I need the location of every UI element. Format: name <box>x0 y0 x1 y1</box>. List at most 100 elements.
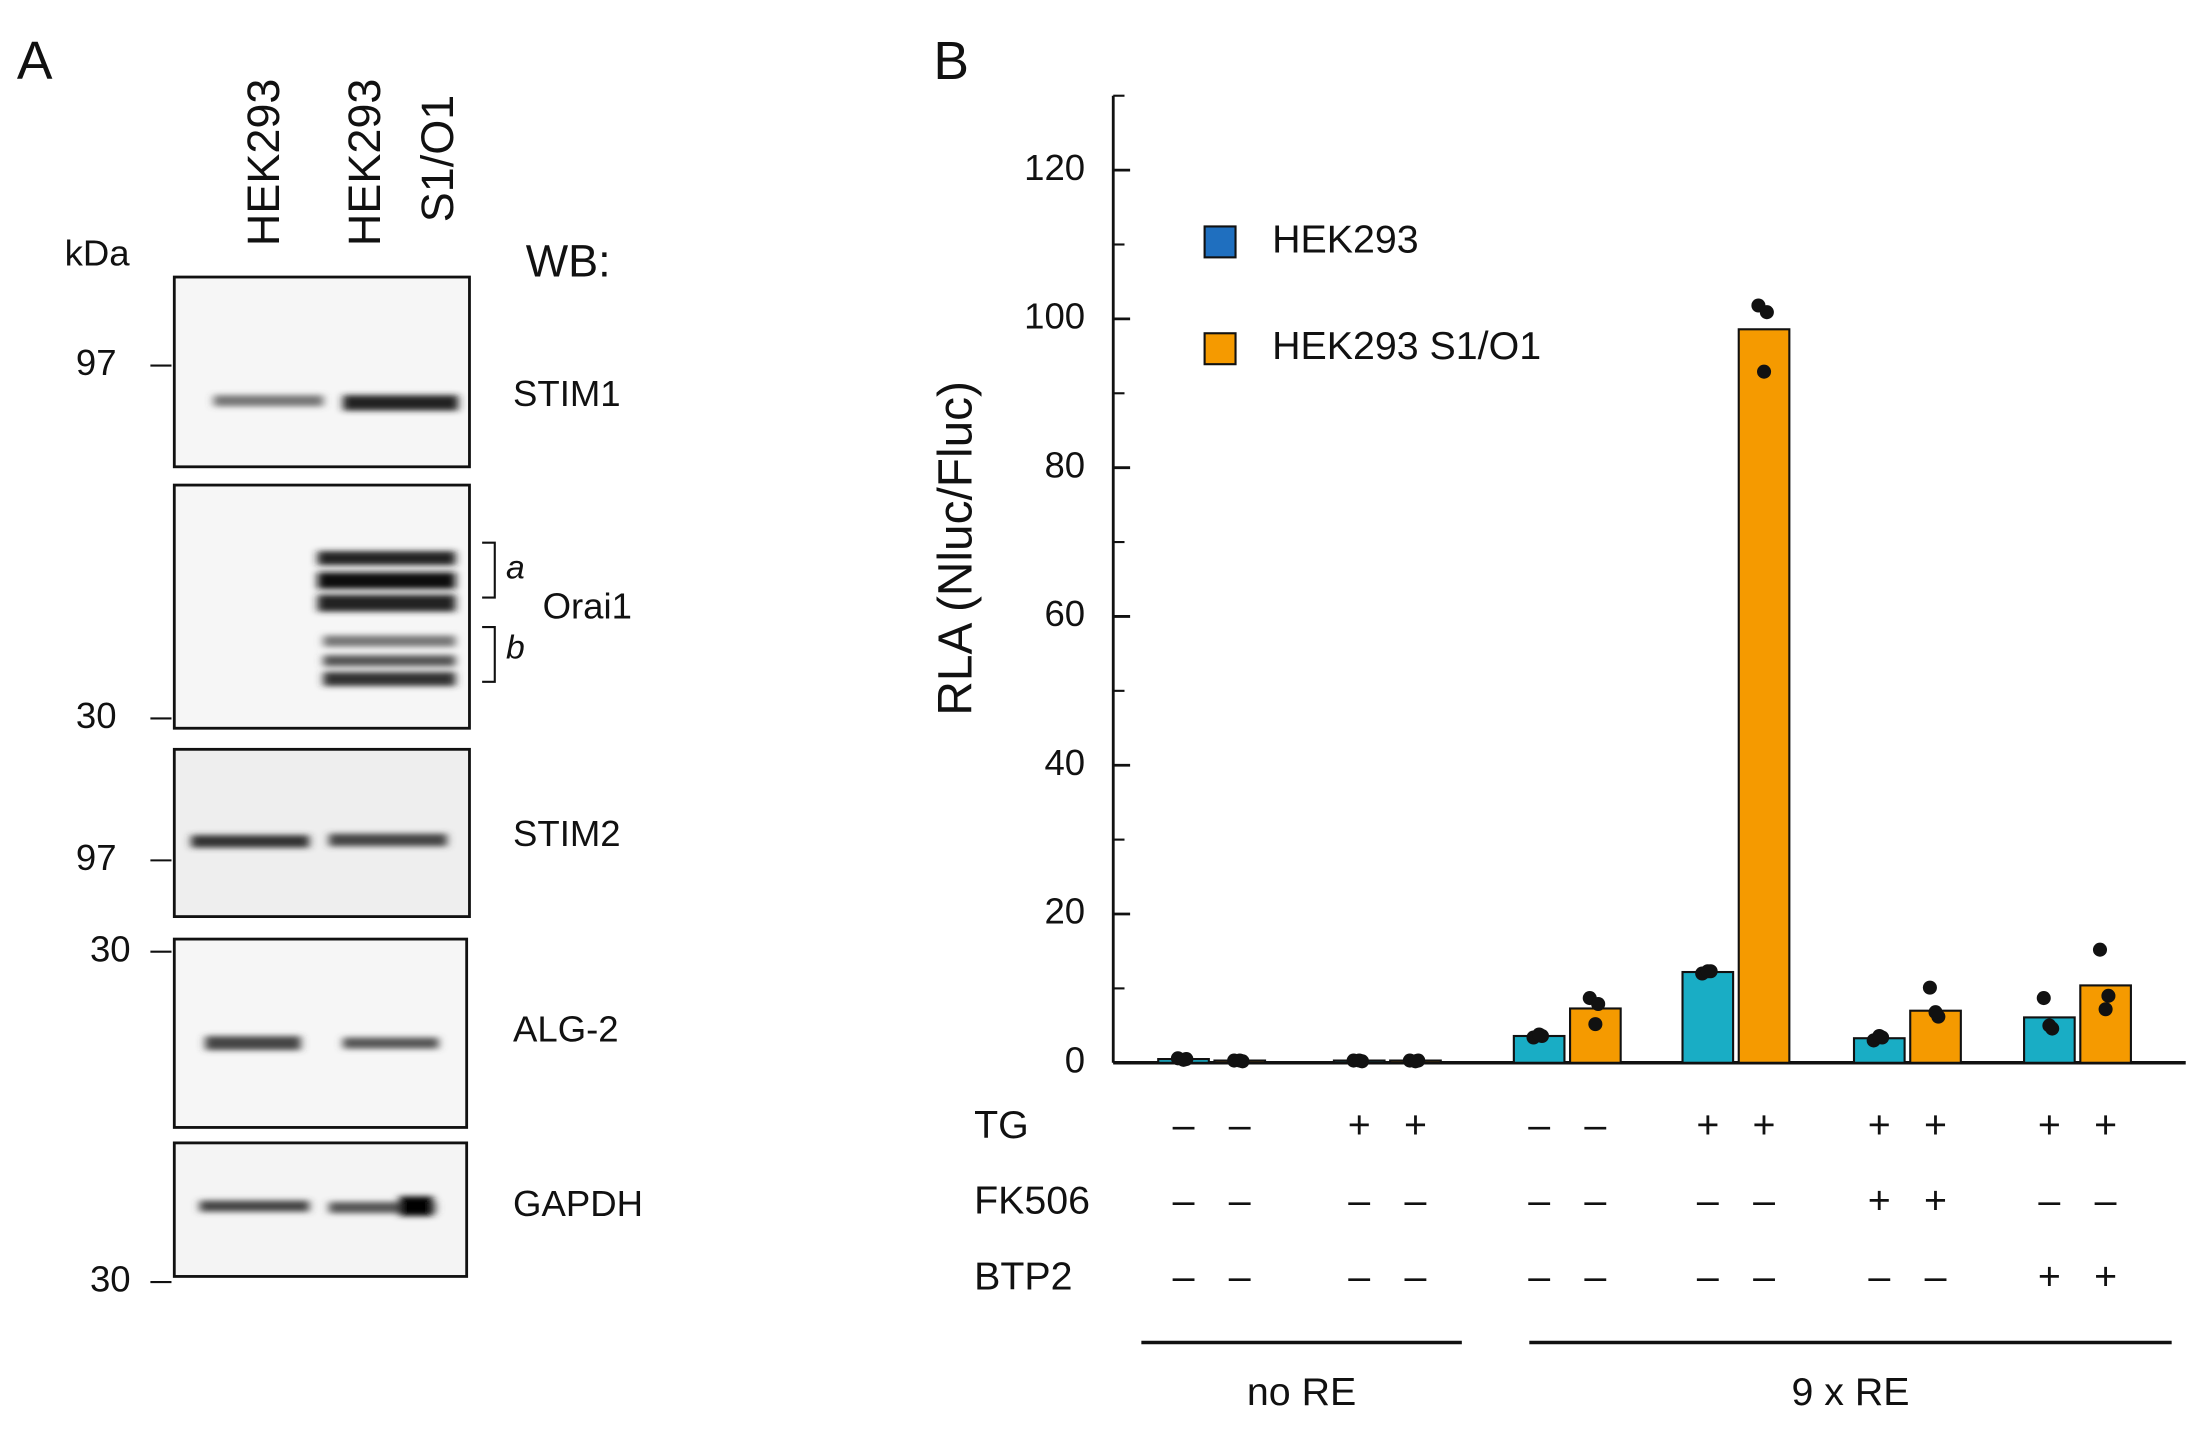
condition-mark: + <box>1868 1179 1891 1223</box>
blot: 30 GAPDH <box>90 1141 643 1300</box>
replicate-dot <box>2042 1018 2057 1033</box>
y-tick-label: 120 <box>1024 147 1085 188</box>
condition-mark: – <box>1173 1255 1195 1299</box>
y-tick-label: 60 <box>1044 593 1085 634</box>
y-tick-label: 20 <box>1044 891 1085 932</box>
kda-label: kDa <box>65 233 131 274</box>
blot-label: ALG-2 <box>513 1009 619 1050</box>
y-tick-label: 40 <box>1044 742 1085 783</box>
condition-mark: + <box>2094 1103 2117 1147</box>
blot: 30 ALG-2 <box>90 928 619 1129</box>
condition-mark: – <box>1753 1179 1775 1223</box>
legend-swatch <box>1203 332 1237 366</box>
blot-label: STIM1 <box>513 373 621 414</box>
condition-mark: – <box>1348 1179 1370 1223</box>
replicate-dot <box>1352 1053 1367 1068</box>
replicate-dot <box>1588 1017 1603 1032</box>
wb-label: WB: <box>526 235 611 286</box>
condition-mark: – <box>1528 1179 1550 1223</box>
replicate-dot <box>1232 1053 1247 1068</box>
bar <box>1569 1007 1622 1064</box>
replicate-dot <box>1591 996 1606 1012</box>
condition-mark: + <box>2038 1103 2061 1147</box>
blot: a b 30 Orai1 <box>76 483 632 736</box>
condition-mark: – <box>1229 1255 1251 1299</box>
blot-label: Orai1 <box>543 585 632 626</box>
marker-label: 30 <box>76 695 117 736</box>
band-label: a <box>506 548 525 586</box>
lane-label: S1/O1 <box>412 95 463 222</box>
condition-mark: + <box>1868 1103 1891 1147</box>
marker-label: 30 <box>90 928 131 969</box>
blot: 97 STIM1 <box>76 275 621 469</box>
condition-mark: + <box>2094 1255 2117 1299</box>
replicate-dot <box>1928 1005 1943 1020</box>
condition-mark: – <box>1229 1103 1251 1147</box>
condition-mark: + <box>1924 1103 1947 1147</box>
condition-label: TG <box>974 1103 1029 1147</box>
condition-mark: – <box>1753 1255 1775 1299</box>
replicate-dot <box>1922 980 1937 995</box>
legend-swatch <box>1203 225 1237 259</box>
condition-mark: – <box>1173 1103 1195 1147</box>
blot-label: GAPDH <box>513 1183 643 1224</box>
marker-label: 97 <box>76 342 117 383</box>
condition-mark: – <box>1528 1255 1550 1299</box>
marker-label: 30 <box>90 1259 131 1300</box>
condition-mark: – <box>1584 1179 1606 1223</box>
legend-label: HEK293 <box>1272 217 1419 261</box>
panel-label: B <box>933 32 969 91</box>
condition-mark: + <box>1348 1103 1371 1147</box>
condition-mark: – <box>1405 1179 1427 1223</box>
replicate-dot <box>1532 1027 1547 1042</box>
group-label: 9 x RE <box>1791 1370 1909 1414</box>
condition-mark: – <box>1697 1179 1719 1223</box>
marker-label: 97 <box>76 837 117 878</box>
condition-mark: – <box>2095 1179 2117 1223</box>
y-axis-label: RLA (Nluc/Fluc) <box>929 381 982 716</box>
group-label: no RE <box>1247 1370 1356 1414</box>
condition-mark: + <box>1924 1179 1947 1223</box>
replicate-dot <box>1700 964 1715 979</box>
replicate-dot <box>1408 1054 1423 1069</box>
condition-mark: – <box>1584 1103 1606 1147</box>
condition-label: FK506 <box>974 1179 1090 1223</box>
condition-label: BTP2 <box>974 1255 1072 1299</box>
lane-label: HEK293 <box>238 79 289 247</box>
y-tick-label: 100 <box>1024 296 1085 337</box>
condition-mark: – <box>1868 1255 1890 1299</box>
condition-mark: – <box>1697 1255 1719 1299</box>
replicate-dot <box>1759 305 1774 320</box>
condition-mark: + <box>2038 1255 2061 1299</box>
bar <box>1737 328 1791 1064</box>
condition-mark: – <box>1584 1255 1606 1299</box>
condition-mark: – <box>1405 1255 1427 1299</box>
legend-label: HEK293 S1/O1 <box>1272 324 1541 368</box>
condition-mark: – <box>1528 1103 1550 1147</box>
condition-mark: – <box>1173 1179 1195 1223</box>
y-tick-label: 80 <box>1044 444 1085 485</box>
blot-label: STIM2 <box>513 813 621 854</box>
replicate-dot <box>2101 988 2116 1003</box>
bar <box>1681 970 1735 1064</box>
replicate-dot <box>1872 1028 1887 1044</box>
blot: 97 STIM2 <box>76 747 621 919</box>
condition-mark: – <box>1348 1255 1370 1299</box>
condition-mark: + <box>1696 1103 1719 1147</box>
condition-mark: – <box>1229 1179 1251 1223</box>
replicate-dot <box>1176 1052 1191 1067</box>
lane-label: HEK293 <box>339 79 390 247</box>
panel-label: A <box>17 32 53 91</box>
y-tick-label: 0 <box>1065 1039 1085 1080</box>
replicate-dot <box>2098 1002 2113 1017</box>
condition-mark: – <box>1925 1255 1947 1299</box>
condition-mark: – <box>2038 1179 2060 1223</box>
replicate-dot <box>2092 942 2108 957</box>
band-label: b <box>506 628 525 666</box>
condition-mark: + <box>1753 1103 1776 1147</box>
replicate-dot <box>2036 991 2051 1006</box>
condition-mark: + <box>1404 1103 1427 1147</box>
replicate-dot <box>1757 364 1772 379</box>
